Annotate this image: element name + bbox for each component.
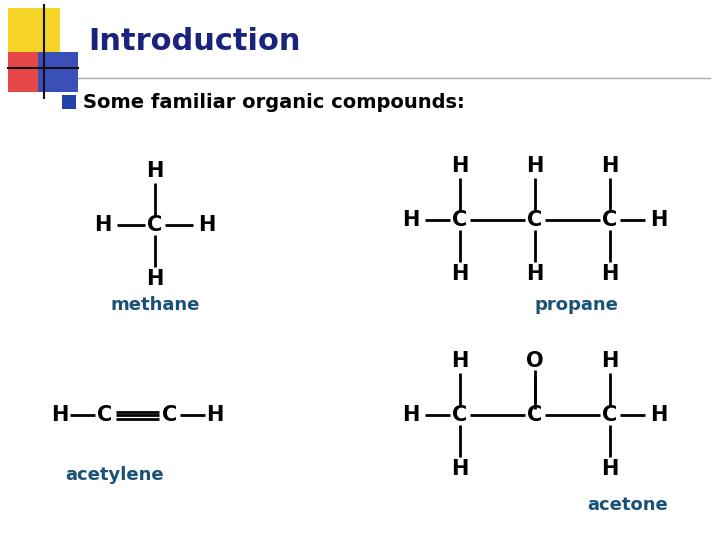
Text: H: H xyxy=(146,269,163,289)
Text: H: H xyxy=(146,161,163,181)
Text: H: H xyxy=(207,405,224,425)
Text: C: C xyxy=(527,210,543,230)
Text: H: H xyxy=(451,264,469,284)
Text: C: C xyxy=(148,215,163,235)
Text: H: H xyxy=(601,351,618,371)
Text: H: H xyxy=(650,405,667,425)
Text: H: H xyxy=(402,210,420,230)
Text: H: H xyxy=(526,264,544,284)
Text: H: H xyxy=(198,215,216,235)
Text: C: C xyxy=(163,405,178,425)
Text: acetylene: acetylene xyxy=(65,466,163,484)
Text: H: H xyxy=(451,156,469,176)
Text: C: C xyxy=(527,405,543,425)
Text: C: C xyxy=(452,210,467,230)
Text: C: C xyxy=(603,210,618,230)
Text: H: H xyxy=(526,156,544,176)
Text: H: H xyxy=(601,264,618,284)
Text: H: H xyxy=(451,351,469,371)
Text: acetone: acetone xyxy=(588,496,668,514)
Text: H: H xyxy=(451,459,469,479)
Text: H: H xyxy=(601,156,618,176)
Text: methane: methane xyxy=(110,296,199,314)
Bar xyxy=(8,52,40,92)
Text: H: H xyxy=(94,215,112,235)
Text: C: C xyxy=(452,405,467,425)
Text: propane: propane xyxy=(534,296,618,314)
Text: C: C xyxy=(97,405,112,425)
Text: H: H xyxy=(51,405,68,425)
Text: Some familiar organic compounds:: Some familiar organic compounds: xyxy=(83,93,464,112)
Text: H: H xyxy=(402,405,420,425)
Bar xyxy=(38,52,78,92)
Text: C: C xyxy=(603,405,618,425)
Text: O: O xyxy=(526,351,544,371)
Text: Introduction: Introduction xyxy=(88,28,300,57)
Bar xyxy=(8,8,60,66)
Text: H: H xyxy=(650,210,667,230)
Bar xyxy=(62,95,76,109)
Text: H: H xyxy=(601,459,618,479)
